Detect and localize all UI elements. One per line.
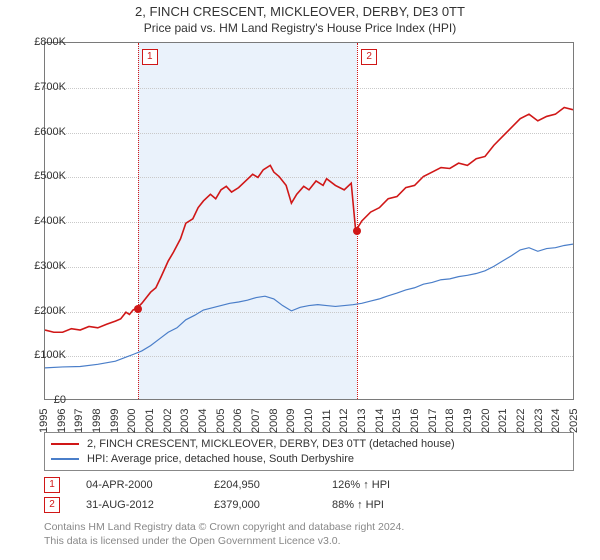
x-axis-label: 2009 [285,419,297,433]
series-line [45,244,573,368]
x-axis-label: 2002 [162,419,174,433]
x-axis-label: 2014 [374,419,386,433]
footer-line-1: Contains HM Land Registry data © Crown c… [44,520,574,534]
sale-id-box: 2 [44,497,60,513]
sale-dot [134,305,142,313]
x-axis-label: 2024 [550,419,562,433]
y-axis-label: £800K [26,36,66,48]
x-axis-label: 2018 [444,419,456,433]
x-axis-label: 2023 [533,419,545,433]
sale-pct: 126% ↑ HPI [332,479,452,491]
chart-container: 2, FINCH CRESCENT, MICKLEOVER, DERBY, DE… [0,0,600,560]
plot-area: 12 [44,42,574,400]
page-title: 2, FINCH CRESCENT, MICKLEOVER, DERBY, DE… [0,0,600,19]
legend-row: HPI: Average price, detached house, Sout… [51,451,567,466]
footer-line-2: This data is licensed under the Open Gov… [44,534,574,548]
x-axis-label: 1997 [73,419,85,433]
legend-line-icon [51,458,79,460]
x-axis-label: 2005 [215,419,227,433]
x-axis-label: 2010 [303,419,315,433]
sale-dot [353,227,361,235]
x-axis-label: 1996 [56,419,68,433]
x-axis-label: 2006 [232,419,244,433]
y-axis-label: £700K [26,81,66,93]
x-axis-label: 2020 [480,419,492,433]
x-axis-label: 1999 [109,419,121,433]
y-axis-label: £400K [26,215,66,227]
sale-price: £204,950 [214,479,314,491]
sale-row: 1 04-APR-2000 £204,950 126% ↑ HPI [44,475,574,495]
y-axis-label: £300K [26,260,66,272]
x-axis-label: 2016 [409,419,421,433]
sale-date: 04-APR-2000 [86,479,196,491]
x-axis-label: 2025 [568,419,580,433]
legend-label: HPI: Average price, detached house, Sout… [87,453,354,465]
x-axis-label: 2021 [497,419,509,433]
x-axis-label: 2013 [356,419,368,433]
legend-line-icon [51,443,79,445]
series-svg [45,43,573,399]
legend-label: 2, FINCH CRESCENT, MICKLEOVER, DERBY, DE… [87,438,455,450]
y-axis-label: £200K [26,305,66,317]
x-axis-label: 2001 [144,419,156,433]
y-axis-label: £0 [26,394,66,406]
x-axis-label: 2019 [462,419,474,433]
x-axis-label: 2007 [250,419,262,433]
y-axis-label: £100K [26,349,66,361]
x-axis-label: 2008 [268,419,280,433]
legend-box: 2, FINCH CRESCENT, MICKLEOVER, DERBY, DE… [44,432,574,471]
y-axis-label: £600K [26,126,66,138]
x-axis-label: 2004 [197,419,209,433]
x-axis-label: 2003 [179,419,191,433]
x-axis-label: 2015 [391,419,403,433]
page-subtitle: Price paid vs. HM Land Registry's House … [0,19,600,35]
sale-row: 2 31-AUG-2012 £379,000 88% ↑ HPI [44,495,574,515]
sale-date: 31-AUG-2012 [86,499,196,511]
series-line [45,108,573,333]
sale-pct: 88% ↑ HPI [332,499,452,511]
sale-price: £379,000 [214,499,314,511]
footer-text: Contains HM Land Registry data © Crown c… [44,520,574,548]
x-axis-label: 1998 [91,419,103,433]
y-axis-label: £500K [26,170,66,182]
legend-row: 2, FINCH CRESCENT, MICKLEOVER, DERBY, DE… [51,436,567,451]
x-axis-label: 2011 [321,419,333,433]
sale-id-box: 1 [44,477,60,493]
x-axis-label: 2012 [338,419,350,433]
plot-wrap: 12 [44,42,574,400]
sales-table: 1 04-APR-2000 £204,950 126% ↑ HPI 2 31-AUG-20… [44,475,574,515]
x-axis-label: 2000 [126,419,138,433]
x-axis-label: 2022 [515,419,527,433]
x-axis-label: 2017 [427,419,439,433]
x-axis-label: 1995 [38,419,50,433]
